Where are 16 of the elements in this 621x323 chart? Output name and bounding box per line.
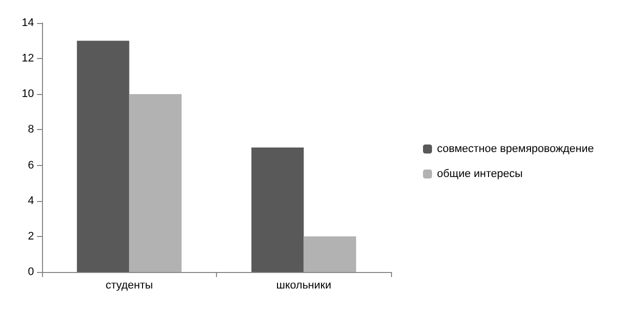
- bar: [251, 148, 304, 272]
- y-tick-label: 10: [22, 88, 34, 100]
- legend-label: общие интересы: [437, 168, 523, 180]
- y-tick-label: 12: [22, 52, 34, 65]
- bar: [304, 236, 356, 272]
- y-tick-label: 4: [28, 194, 34, 207]
- legend-label: совместное времяровождение: [437, 143, 594, 155]
- bar: [129, 94, 182, 272]
- y-tick-label: 8: [28, 124, 34, 136]
- y-tick-label: 2: [28, 230, 34, 242]
- bar: [76, 40, 130, 272]
- x-tick-label: студенты: [106, 280, 154, 292]
- y-tick-label: 6: [28, 159, 34, 172]
- y-tick-label: 14: [22, 17, 34, 29]
- x-tick-label: школьники: [276, 280, 332, 292]
- y-tick-label: 0: [28, 266, 34, 278]
